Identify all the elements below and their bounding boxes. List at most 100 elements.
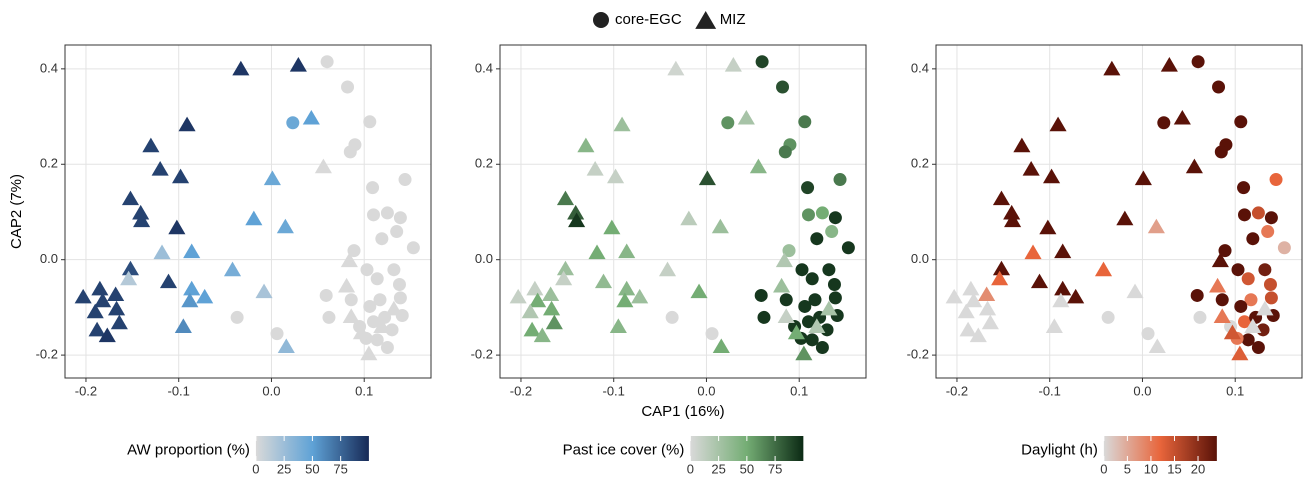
x-tick-label: 0.0 [262,383,280,398]
point [153,244,171,260]
point [609,318,627,334]
point [74,288,92,304]
point [808,293,822,307]
point [1269,173,1283,187]
point [340,252,358,268]
point [120,270,138,286]
point [805,333,819,347]
point [286,116,300,130]
point [957,303,975,319]
y-tick-label: -0.2 [907,347,929,362]
panel: -0.2 -0.1 0.0 0.1 -0.2 0.0 0.2 0.4 CAP2 (7%) [8,44,432,398]
point [393,211,407,225]
point [567,204,585,220]
point [962,280,980,296]
point [724,56,742,72]
point [523,321,541,337]
point [392,277,406,291]
point [1212,80,1226,94]
point [556,260,575,276]
point [181,292,199,308]
point [787,324,805,340]
point [555,270,573,286]
point [159,273,178,289]
point [992,190,1011,206]
point [712,338,730,354]
point [232,60,250,76]
point [183,280,201,296]
colorbar-tick-label: 20 [1191,461,1205,476]
colorbar-title: Daylight (h) [1021,441,1098,458]
y-tick-label: 0.0 [475,251,493,266]
point [755,55,769,69]
point [393,291,407,305]
point [543,300,561,316]
point [276,218,294,234]
y-tick-label: 0.2 [40,156,58,171]
point [1277,241,1291,255]
point [347,244,361,258]
point [658,261,677,277]
point [795,263,809,277]
point [820,300,838,316]
point [810,232,824,246]
point [373,293,387,307]
point [320,55,334,69]
point [822,263,836,277]
point [1241,272,1255,286]
point [1094,261,1113,277]
point [1052,292,1070,308]
legend-symbol [593,12,609,28]
colorbar-tick-label: 10 [1144,461,1158,476]
point [341,80,355,94]
point [1246,232,1260,246]
point [1004,212,1022,228]
point [319,288,333,302]
point [1256,300,1274,316]
point [343,145,357,159]
point [680,210,698,226]
point [1067,288,1085,304]
point [827,277,841,291]
point [808,318,826,334]
point [577,137,595,153]
point [1264,211,1278,225]
point [380,340,394,354]
panel: -0.2 -0.1 0.0 0.1 -0.2 0.0 0.2 0.4 CAP1 (16%) [471,44,867,420]
point [1209,277,1227,293]
point [1134,170,1152,186]
colorbar-title: Past ice cover (%) [563,441,685,458]
x-tick-label: 0.1 [1226,383,1244,398]
point [375,232,389,246]
point [1148,338,1166,354]
point [1261,225,1275,239]
point [618,280,636,296]
point [363,299,377,313]
point [542,286,560,302]
point [805,272,819,286]
point [86,303,104,319]
point [88,321,106,337]
plot-border [499,44,867,379]
legend-label: MIZ [720,11,746,28]
point [586,160,604,176]
point [705,327,719,341]
point [1234,299,1248,313]
point [1263,277,1277,291]
x-axis-title: CAP1 (16%) [641,403,724,420]
point [1022,160,1040,176]
point [665,310,679,324]
point [1258,263,1272,277]
point [965,292,983,308]
point [1157,116,1171,130]
point [302,109,320,125]
point [979,300,997,316]
point [828,211,842,225]
x-tick-label: 0.1 [355,383,373,398]
x-tick-label: -0.1 [603,383,625,398]
point [360,345,378,361]
point [1030,273,1049,289]
point [1213,308,1231,323]
point [183,243,201,259]
